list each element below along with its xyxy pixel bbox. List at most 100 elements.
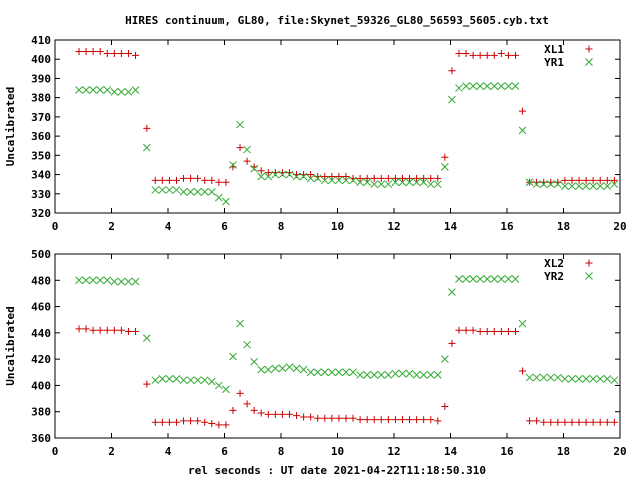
data-point-xl2 <box>293 412 301 420</box>
data-point-yr1 <box>264 172 273 181</box>
data-point-yr1 <box>582 182 590 190</box>
data-point-yr1 <box>131 86 140 94</box>
data-point-xl2 <box>271 410 279 418</box>
x-tick-label: 8 <box>278 220 285 233</box>
data-point-yr2 <box>131 277 140 286</box>
data-point-xl2 <box>406 416 414 424</box>
data-point-yr1 <box>236 120 244 129</box>
data-point-xl1 <box>519 107 527 115</box>
data-point-yr1 <box>483 82 492 90</box>
legend-label: XL2 <box>544 257 564 270</box>
data-point-xl2 <box>575 418 583 426</box>
data-point-yr2 <box>433 371 442 379</box>
data-point-yr1 <box>532 180 541 189</box>
data-point-yr2 <box>110 277 119 286</box>
y-tick-label: 320 <box>31 207 51 220</box>
data-point-yr2 <box>285 363 294 371</box>
x-tick-label: 4 <box>165 220 172 233</box>
x-tick-label: 10 <box>331 220 344 233</box>
data-point-xl1 <box>455 49 463 57</box>
data-point-xl2 <box>384 416 392 424</box>
data-point-xl1 <box>356 174 364 182</box>
y-tick-label: 340 <box>31 169 51 182</box>
data-point-xl2 <box>75 325 83 333</box>
data-point-yr1 <box>96 86 105 94</box>
data-point-xl2 <box>434 417 442 425</box>
plot-frame <box>54 39 621 214</box>
data-point-xl2 <box>610 418 618 426</box>
y-tick-label: 380 <box>31 406 51 419</box>
data-point-yr1 <box>433 180 442 189</box>
data-point-yr2 <box>75 276 83 285</box>
top-panel: 0 2 4 6 8 10 12 14 16 18 20 320 330 340 350 360 370 380 39… <box>4 34 627 233</box>
data-point-yr2 <box>96 276 105 285</box>
data-point-yr1 <box>214 193 223 202</box>
x-tick-label: 16 <box>500 220 514 233</box>
data-point-xl2 <box>490 328 498 336</box>
data-point-yr2 <box>553 373 562 382</box>
data-point-xl2 <box>603 418 611 426</box>
data-point-yr2 <box>313 368 322 377</box>
data-point-xl1 <box>413 174 421 182</box>
data-point-yr2 <box>257 365 266 374</box>
data-point-yr2 <box>455 275 463 283</box>
data-point-xl2 <box>264 410 272 418</box>
data-point-yr2 <box>306 368 315 377</box>
data-point-xl2 <box>194 417 202 425</box>
data-point-xl2 <box>561 418 569 426</box>
data-point-yr2 <box>342 368 350 377</box>
data-point-yr2 <box>82 276 90 285</box>
data-point-xl1 <box>103 49 111 57</box>
data-point-yr1 <box>320 176 329 185</box>
y-axis-label: Uncalibrated <box>4 306 17 385</box>
y-tick-label: 400 <box>31 379 51 392</box>
data-point-xl2 <box>103 326 111 334</box>
data-point-xl1 <box>469 51 477 59</box>
data-point-yr1 <box>292 172 301 181</box>
x-tick-label: 12 <box>387 445 400 458</box>
data-point-xl2 <box>236 389 244 397</box>
data-point-yr1 <box>405 178 414 187</box>
data-point-xl1 <box>75 48 83 56</box>
data-point-yr2 <box>200 376 209 385</box>
data-point-xl2 <box>229 406 237 414</box>
data-point-yr2 <box>412 371 421 379</box>
y-tick-label: 500 <box>31 248 51 261</box>
data-point-xl1 <box>180 174 188 182</box>
data-point-yr2 <box>398 369 407 378</box>
data-point-yr2 <box>384 371 393 379</box>
data-point-xl2 <box>511 328 519 336</box>
data-point-yr1 <box>207 188 216 196</box>
data-point-yr1 <box>342 176 350 185</box>
y-tick-label: 480 <box>31 274 51 287</box>
data-point-yr2 <box>405 369 414 378</box>
data-point-yr2 <box>292 364 301 373</box>
data-point-xl1 <box>243 157 251 165</box>
data-point-yr1 <box>356 178 364 187</box>
data-point-xl2 <box>314 414 322 422</box>
data-point-xl1 <box>406 174 414 182</box>
y-tick-label: 360 <box>31 130 51 143</box>
data-point-xl1 <box>165 176 173 184</box>
data-point-yr2 <box>532 373 541 382</box>
data-point-yr2 <box>518 319 527 328</box>
data-point-yr2 <box>490 275 499 283</box>
data-point-yr1 <box>172 186 181 194</box>
data-point-yr2 <box>539 373 548 382</box>
data-point-yr2 <box>271 364 280 373</box>
data-point-xl2 <box>96 326 104 334</box>
data-point-xl2 <box>356 416 364 424</box>
data-point-xl1 <box>110 49 118 57</box>
data-point-yr1 <box>490 82 499 90</box>
data-point-xl2 <box>582 418 590 426</box>
data-point-yr2 <box>469 275 477 283</box>
data-point-yr2 <box>546 373 555 382</box>
data-point-xl2 <box>377 416 385 424</box>
legend-label: YR2 <box>544 270 564 283</box>
data-point-yr1 <box>250 164 259 173</box>
data-point-xl1 <box>398 174 406 182</box>
x-tick-label: 18 <box>557 220 570 233</box>
x-tick-label: 0 <box>52 445 59 458</box>
data-point-xl1 <box>151 176 159 184</box>
